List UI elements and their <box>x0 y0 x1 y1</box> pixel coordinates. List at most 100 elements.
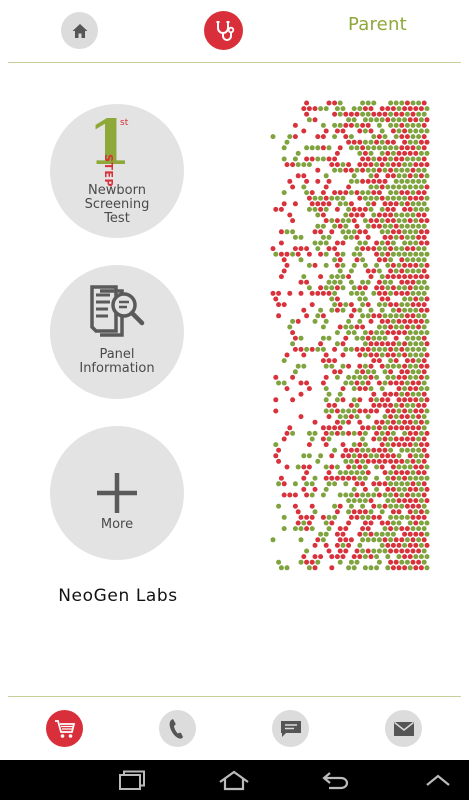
pattern-dot <box>421 313 427 319</box>
phone-button[interactable] <box>159 710 196 747</box>
pattern-dot <box>365 335 371 341</box>
pattern-dot <box>343 111 349 117</box>
cart-button[interactable] <box>46 710 83 747</box>
pattern-dot <box>385 352 391 358</box>
pattern-dot <box>354 335 360 341</box>
pattern-dot <box>371 111 377 117</box>
pattern-dot <box>309 302 315 308</box>
pattern-dot <box>368 206 374 212</box>
pattern-dot <box>416 481 422 487</box>
pattern-dot <box>346 509 352 515</box>
pattern-dot <box>351 206 357 212</box>
message-button[interactable] <box>272 710 309 747</box>
pattern-dot <box>418 184 424 190</box>
pattern-dot <box>332 425 338 431</box>
pattern-dot <box>416 447 422 453</box>
pattern-dot <box>284 139 290 145</box>
pattern-dot <box>284 251 290 257</box>
pattern-dot <box>388 481 394 487</box>
pattern-dot <box>402 374 408 380</box>
pattern-dot <box>295 464 301 470</box>
recent-apps-button[interactable] <box>110 766 154 794</box>
system-home-button[interactable] <box>212 766 256 794</box>
parent-tab[interactable]: Parent <box>348 14 407 35</box>
pattern-dot <box>334 274 340 280</box>
pattern-dot <box>385 184 391 190</box>
pattern-dot <box>337 111 343 117</box>
pattern-dot <box>410 503 416 509</box>
pattern-dot <box>332 346 338 352</box>
pattern-dot <box>343 458 349 464</box>
pattern-dot <box>410 111 416 117</box>
panel-information-tile[interactable]: Panel Information <box>50 265 184 399</box>
pattern-dot <box>402 330 408 336</box>
newborn-screening-tile[interactable]: 1 st STEP Newborn Screening Test <box>50 104 184 238</box>
pattern-dot <box>418 218 424 224</box>
pattern-dot <box>346 162 352 168</box>
pattern-dot <box>332 246 338 252</box>
pattern-dot <box>390 262 396 268</box>
pattern-dot <box>368 509 374 515</box>
pattern-dot <box>424 296 430 302</box>
pattern-dot <box>348 145 354 151</box>
pattern-dot <box>309 290 315 296</box>
doctor-button[interactable] <box>204 11 243 50</box>
pattern-dot <box>368 397 374 403</box>
pattern-dot <box>399 246 405 252</box>
pattern-dot <box>404 324 410 330</box>
pattern-dot <box>312 229 318 235</box>
pattern-dot <box>421 279 427 285</box>
pattern-dot <box>382 425 388 431</box>
pattern-dot <box>424 486 430 492</box>
pattern-dot <box>385 475 391 481</box>
pattern-dot <box>365 526 371 532</box>
more-tile[interactable]: More <box>50 426 184 560</box>
pattern-dot <box>413 240 419 246</box>
pattern-dot <box>410 290 416 296</box>
pattern-dot <box>416 178 422 184</box>
pattern-dot <box>388 346 394 352</box>
pattern-dot <box>323 218 329 224</box>
pattern-dot <box>334 397 340 403</box>
pattern-dot <box>360 279 366 285</box>
pattern-dot <box>404 234 410 240</box>
pattern-dot <box>357 318 363 324</box>
pattern-dot <box>421 425 427 431</box>
pattern-dot <box>332 302 338 308</box>
pattern-dot <box>360 514 366 520</box>
pattern-dot <box>318 307 324 313</box>
pattern-dot <box>334 419 340 425</box>
pattern-dot <box>332 402 338 408</box>
pattern-dot <box>410 470 416 476</box>
pattern-dot <box>362 206 368 212</box>
pattern-dot <box>348 178 354 184</box>
pattern-dot <box>421 380 427 386</box>
pattern-dot <box>396 498 402 504</box>
pattern-dot <box>357 106 363 112</box>
pattern-dot <box>413 464 419 470</box>
pattern-dot <box>276 447 282 453</box>
pattern-dot <box>362 106 368 112</box>
pattern-dot <box>301 363 307 369</box>
pattern-dot <box>407 453 413 459</box>
pattern-dot <box>362 240 368 246</box>
menu-up-button[interactable] <box>416 766 460 794</box>
pattern-dot <box>362 150 368 156</box>
pattern-dot <box>362 498 368 504</box>
pattern-dot <box>407 262 413 268</box>
pattern-dot <box>418 374 424 380</box>
pattern-dot <box>374 430 380 436</box>
pattern-dot <box>365 178 371 184</box>
pattern-dot <box>396 509 402 515</box>
pattern-dot <box>416 402 422 408</box>
pattern-dot <box>312 240 318 246</box>
home-button[interactable] <box>61 12 98 49</box>
pattern-dot <box>290 397 296 403</box>
mail-button[interactable] <box>385 710 422 747</box>
pattern-dot <box>402 386 408 392</box>
back-button[interactable] <box>314 766 358 794</box>
pattern-dot <box>413 453 419 459</box>
pattern-dot <box>402 442 408 448</box>
pattern-dot <box>404 447 410 453</box>
pattern-dot <box>376 279 382 285</box>
